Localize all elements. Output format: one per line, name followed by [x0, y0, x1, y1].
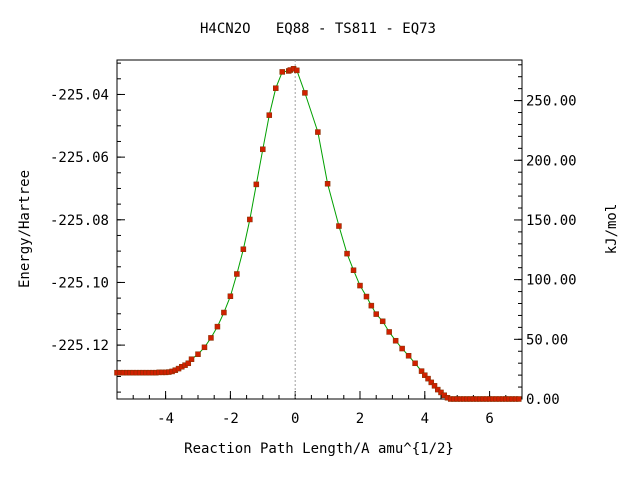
- y2-tick-label: 50.00: [526, 332, 568, 348]
- x-tick-label: 4: [421, 411, 429, 427]
- data-point: [344, 250, 350, 257]
- chart-title: H4CN2O EQ88 - TS811 - EQ73: [200, 21, 436, 37]
- data-point: [201, 344, 208, 351]
- data-point: [438, 389, 444, 396]
- data-point: [273, 85, 279, 91]
- y-tick-label: -225.08: [50, 213, 109, 229]
- y-tick-label: -225.10: [50, 275, 109, 291]
- plot-frame: [116, 59, 523, 400]
- data-point: [418, 368, 425, 374]
- data-point: [195, 351, 201, 357]
- data-point: [227, 293, 234, 299]
- y-axis-label: Energy/Hartree: [17, 170, 33, 288]
- data-point: [247, 216, 253, 223]
- data-point: [379, 318, 386, 325]
- x-axis-label: Reaction Path Length/A amu^{1/2}: [184, 441, 454, 457]
- data-point: [399, 345, 405, 352]
- y2-tick-label: 0.00: [526, 392, 560, 408]
- y2-tick-label: 150.00: [526, 213, 577, 229]
- y2-tick-label: 100.00: [526, 273, 577, 289]
- data-point: [405, 353, 412, 359]
- x-tick-label: 2: [356, 411, 364, 427]
- x-tick-label: -4: [157, 411, 174, 427]
- data-point: [368, 302, 375, 309]
- data-point: [516, 396, 522, 402]
- data-point: [373, 311, 379, 317]
- data-point: [324, 181, 331, 187]
- data-point: [422, 372, 428, 378]
- data-point: [428, 379, 435, 386]
- y2-tick-label: 200.00: [526, 153, 577, 169]
- data-point: [431, 383, 438, 389]
- data-point: [294, 67, 300, 74]
- data-point: [425, 375, 431, 382]
- y2-axis-label: kJ/mol: [604, 204, 620, 255]
- x-tick-label: 6: [485, 411, 493, 427]
- y-tick-label: -225.04: [50, 87, 109, 103]
- data-point: [279, 69, 285, 75]
- y-tick-label: -225.12: [50, 338, 109, 354]
- data-point: [412, 360, 418, 367]
- data-point: [253, 181, 260, 188]
- data-point: [188, 356, 195, 362]
- data-point: [302, 90, 308, 96]
- data-point: [363, 293, 370, 300]
- data-point: [315, 129, 321, 135]
- data-point: [234, 271, 240, 277]
- y2-tick-label: 250.00: [526, 94, 577, 110]
- plot-area: -4 -2 0 2 4 6 -225.04 -225.06 -225.08 -225.10 -225…: [50, 59, 577, 427]
- data-point: [208, 335, 214, 341]
- data-point: [435, 386, 441, 393]
- data-point: [214, 323, 221, 330]
- data-point: [357, 282, 363, 289]
- y-tick-label: -225.06: [50, 150, 109, 166]
- data-point: [185, 360, 192, 367]
- x-tick-label: -2: [222, 411, 239, 427]
- x-tick-label: 0: [291, 411, 299, 427]
- data-point: [386, 329, 392, 335]
- data-point: [260, 146, 266, 153]
- data-point: [240, 246, 247, 252]
- data-point: [266, 112, 273, 118]
- data-point: [350, 267, 357, 273]
- data-point: [336, 223, 342, 229]
- energy-curve: [117, 68, 519, 400]
- data-point: [392, 337, 399, 344]
- data-point: [221, 309, 227, 316]
